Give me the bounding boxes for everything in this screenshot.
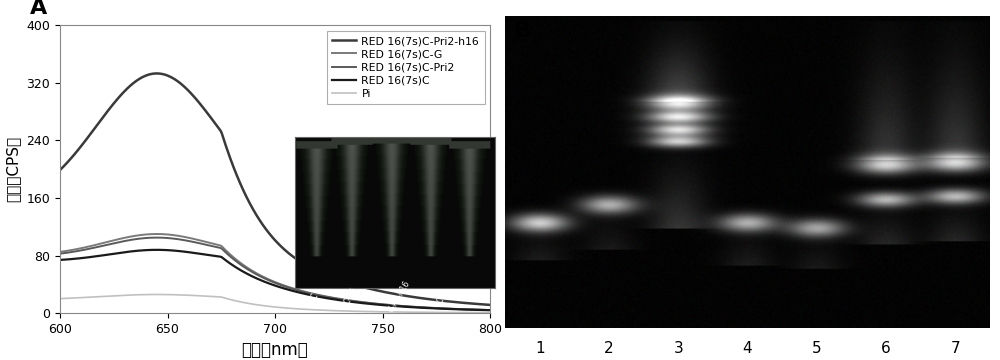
RED 16(7s)C-G: [484, 308, 496, 312]
Pi: [195, 294, 207, 298]
RED 16(7s)C-Pri2-h16: [365, 287, 377, 291]
RED 16(7s)C-Pri2-h16: [54, 168, 66, 172]
Text: 2: 2: [604, 341, 614, 356]
Line: RED 16(7s)C-G: RED 16(7s)C-G: [60, 234, 490, 310]
RED 16(7s)C: [54, 258, 66, 262]
RED 16(7s)C-G: [365, 301, 377, 305]
Text: 5: 5: [812, 341, 822, 356]
RED 16(7s)C-G: [368, 301, 380, 306]
Text: 6: 6: [881, 341, 891, 356]
RED 16(7s)C: [106, 252, 118, 256]
Text: C-Pri: C-Pri: [342, 286, 359, 306]
RED 16(7s)C-Pri2: [225, 255, 237, 260]
RED 16(7s)C-Pri2-h16: [195, 103, 207, 107]
RED 16(7s)C-Pri2-h16: [368, 288, 380, 292]
Legend: RED 16(7s)C-Pri2-h16, RED 16(7s)C-G, RED 16(7s)C-Pri2, RED 16(7s)C, Pi: RED 16(7s)C-Pri2-h16, RED 16(7s)C-G, RED…: [327, 31, 485, 104]
Text: C-Pri-h16: C-Pri-h16: [386, 279, 412, 314]
RED 16(7s)C-Pri2: [365, 301, 377, 306]
RED 16(7s)C: [484, 308, 496, 312]
Text: C-G: C-G: [435, 288, 450, 305]
RED 16(7s)C-G: [151, 232, 163, 236]
Text: 3: 3: [673, 341, 683, 356]
RED 16(7s)C-Pri2: [484, 308, 496, 312]
RED 16(7s)C-G: [106, 239, 118, 243]
Text: C: C: [310, 292, 320, 301]
RED 16(7s)C-G: [225, 253, 237, 258]
RED 16(7s)C-G: [54, 250, 66, 254]
Pi: [368, 310, 380, 314]
RED 16(7s)C-Pri2-h16: [106, 104, 118, 108]
Text: Pi: Pi: [475, 291, 486, 301]
RED 16(7s)C-Pri2: [195, 242, 207, 246]
RED 16(7s)C-Pri2-h16: [326, 275, 338, 279]
RED 16(7s)C: [326, 297, 338, 301]
Text: 7: 7: [951, 341, 960, 356]
RED 16(7s)C: [225, 262, 237, 266]
Text: 4: 4: [743, 341, 752, 356]
Pi: [365, 310, 377, 314]
RED 16(7s)C: [365, 302, 377, 306]
Line: RED 16(7s)C-Pri2: RED 16(7s)C-Pri2: [60, 238, 490, 310]
Pi: [151, 292, 163, 297]
X-axis label: 波长（nm）: 波长（nm）: [242, 342, 308, 360]
RED 16(7s)C-Pri2-h16: [484, 303, 496, 307]
RED 16(7s)C: [195, 252, 207, 256]
Text: B: B: [514, 21, 531, 41]
RED 16(7s)C-Pri2: [54, 252, 66, 256]
RED 16(7s)C-Pri2: [326, 296, 338, 300]
Text: A: A: [30, 0, 47, 18]
Line: RED 16(7s)C: RED 16(7s)C: [60, 250, 490, 310]
Pi: [484, 310, 496, 315]
Text: 1: 1: [535, 341, 544, 356]
RED 16(7s)C-Pri2-h16: [225, 159, 237, 163]
RED 16(7s)C-Pri2: [106, 242, 118, 246]
Pi: [54, 297, 66, 301]
RED 16(7s)C-Pri2-h16: [151, 71, 163, 76]
Pi: [326, 309, 338, 313]
Line: RED 16(7s)C-Pri2-h16: RED 16(7s)C-Pri2-h16: [60, 73, 490, 305]
RED 16(7s)C-Pri2: [151, 235, 163, 240]
Pi: [225, 298, 237, 302]
Pi: [106, 294, 118, 298]
RED 16(7s)C: [151, 248, 163, 252]
Line: Pi: Pi: [60, 294, 490, 312]
RED 16(7s)C-Pri2: [368, 301, 380, 306]
Y-axis label: 强度（CPS）: 强度（CPS）: [6, 136, 21, 202]
RED 16(7s)C: [368, 302, 380, 306]
RED 16(7s)C-G: [326, 295, 338, 300]
RED 16(7s)C-G: [195, 239, 207, 243]
